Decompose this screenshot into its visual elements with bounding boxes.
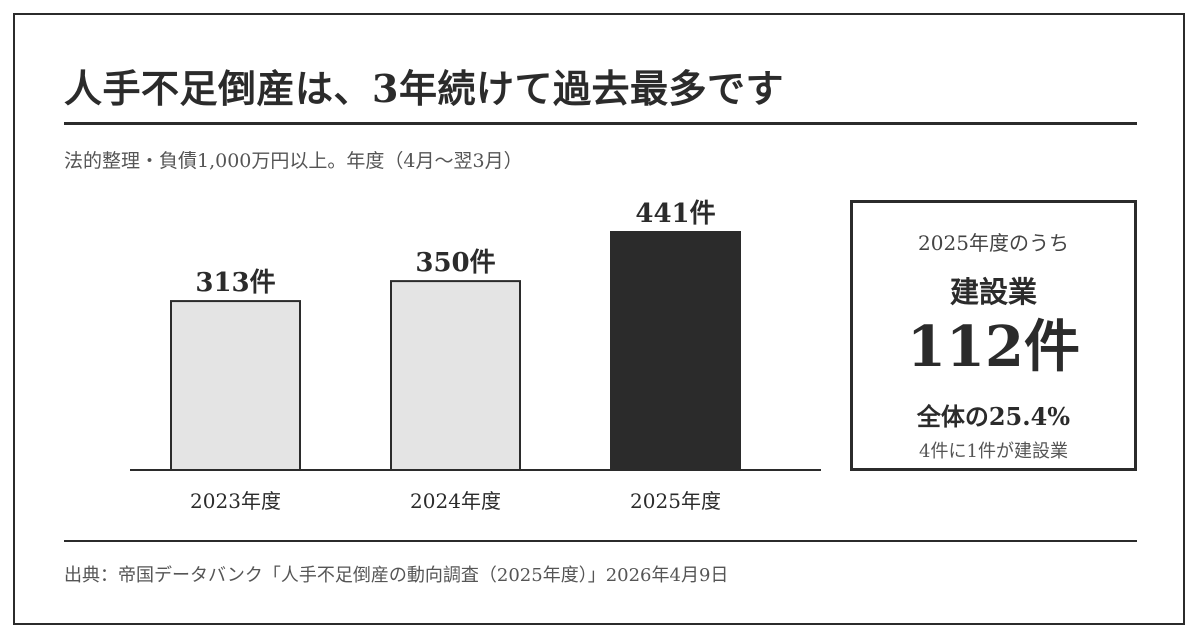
callout-note: 4件に1件が建設業 <box>919 441 1068 462</box>
callout-heading: 2025年度のうち <box>918 231 1069 255</box>
footer-divider <box>64 540 1137 542</box>
bars-layer <box>170 231 741 472</box>
bar-1 <box>390 280 521 471</box>
source-note: 出典：帝国データバンク「人手不足倒産の動向調査（2025年度）」2026年4月9… <box>64 565 729 586</box>
construction-callout-box: 2025年度のうち 建設業 112件 全体の25.4% 4件に1件が建設業 <box>850 200 1137 471</box>
bar-value-label-0: 313件 <box>195 268 275 298</box>
page-title: 人手不足倒産は、3年続けて過去最多です <box>64 66 784 111</box>
figure-frame <box>13 13 1185 625</box>
bar-value-label-2: 441件 <box>635 199 715 229</box>
callout-value: 112件 <box>907 314 1080 380</box>
chart-subtitle: 法的整理・負債1,000万円以上。年度（4月～翌3月） <box>64 150 523 172</box>
bar-0 <box>170 300 301 472</box>
callout-share: 全体の25.4% <box>916 402 1071 431</box>
title-divider <box>64 122 1137 125</box>
bar-value-label-1: 350件 <box>415 248 495 278</box>
category-label-1: 2024年度 <box>410 489 501 513</box>
bar-2 <box>610 231 741 471</box>
category-label-2: 2025年度 <box>630 489 721 513</box>
bar-chart: 313件 2023年度 350件 2024年度 441件 2025年度 <box>130 199 821 513</box>
callout-sector: 建設業 <box>949 275 1037 309</box>
labels-layer: 313件 2023年度 350件 2024年度 441件 2025年度 <box>190 199 721 513</box>
category-label-0: 2023年度 <box>190 489 281 513</box>
